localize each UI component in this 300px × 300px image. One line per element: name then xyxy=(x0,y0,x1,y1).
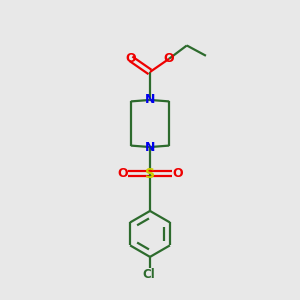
Text: O: O xyxy=(164,52,175,65)
Text: Cl: Cl xyxy=(142,268,155,281)
Text: S: S xyxy=(145,167,155,181)
Text: O: O xyxy=(125,52,136,65)
Text: O: O xyxy=(172,167,183,180)
Text: N: N xyxy=(145,93,155,106)
Text: N: N xyxy=(145,141,155,154)
Text: O: O xyxy=(117,167,128,180)
